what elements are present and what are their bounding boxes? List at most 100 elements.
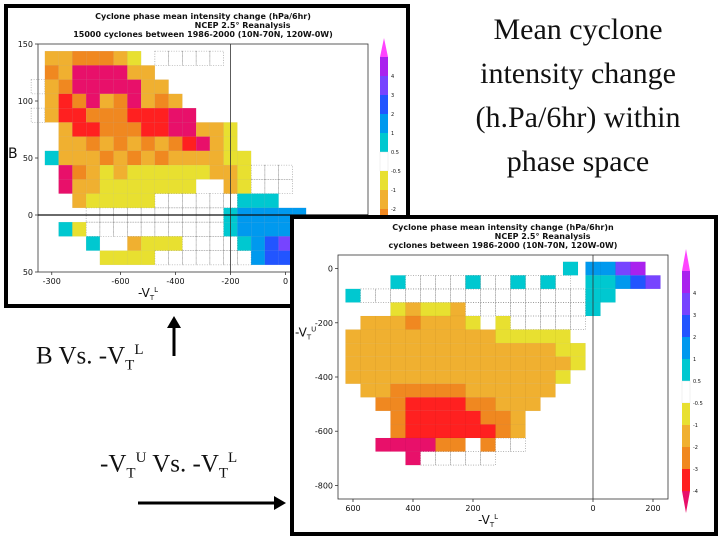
heatmap-cell <box>480 424 496 439</box>
colorbar-label: -4 <box>693 489 698 495</box>
heatmap-cell <box>72 50 87 66</box>
heatmap-cell <box>44 93 59 109</box>
empty-cell <box>435 288 451 303</box>
heatmap-cell <box>44 150 59 166</box>
y-axis-label: B <box>8 146 18 162</box>
heatmap-cell <box>113 65 128 80</box>
chart-panel-b-vs-vtl: Cyclone phase mean intensity change (hPa… <box>4 4 410 308</box>
heatmap-cell <box>113 150 128 166</box>
heatmap-cell <box>390 397 406 412</box>
y-axis-label-sup: U <box>311 325 316 333</box>
heatmap-cell <box>168 150 183 166</box>
heatmap-cell <box>113 50 128 66</box>
heatmap-cell <box>58 65 73 80</box>
empty-cell <box>525 315 541 330</box>
heatmap-cell <box>405 370 421 384</box>
heatmap-cell <box>465 315 481 330</box>
heatmap-cell <box>375 342 391 357</box>
y-axis-label-sub: T <box>306 333 312 341</box>
heatmap-cell <box>435 410 451 425</box>
chart-subtitle-line2: NCEP 2.5° Reanalysis <box>495 232 591 241</box>
heatmap-cell <box>99 122 114 137</box>
y-tick-label: -600 <box>315 427 333 436</box>
heatmap-cell <box>58 164 73 180</box>
heatmap-cell <box>465 410 481 425</box>
heatmap-cell <box>435 370 451 384</box>
x-axis-label-sup: L <box>154 286 158 294</box>
heatmap-cell <box>85 150 101 166</box>
heatmap-cell <box>140 136 156 152</box>
colorbar-label: 0.5 <box>693 379 701 385</box>
heatmap-cell <box>600 261 616 276</box>
heatmap-cell <box>480 356 496 371</box>
empty-cell <box>195 50 211 66</box>
chart-title: Cyclone phase mean intensity change (hPa… <box>95 12 311 21</box>
empty-cell <box>182 221 197 237</box>
heatmap-cell <box>435 315 451 330</box>
heatmap-cell <box>630 275 646 290</box>
heatmap-cell <box>140 107 156 123</box>
x-tick-label: 200 <box>465 504 480 513</box>
heatmap-cell <box>450 342 466 357</box>
colorbar-label: 3 <box>693 313 696 319</box>
heatmap-cell <box>113 250 128 266</box>
colorbar-bin <box>380 190 388 209</box>
colorbar-bin <box>682 337 690 359</box>
heatmap-cell <box>525 342 541 357</box>
heatmap-cell <box>360 342 376 357</box>
empty-cell <box>555 302 571 317</box>
heatmap-cell <box>85 107 101 123</box>
label-vu-sub: T <box>126 465 136 482</box>
slide-title: Mean cyclone intensity change (h.Pa/6hr)… <box>475 13 681 178</box>
colorbar-label: 2 <box>391 112 394 118</box>
heatmap-cell <box>209 164 224 180</box>
heatmap-cell <box>237 164 252 180</box>
heatmap-cell <box>510 342 526 357</box>
heatmap-cell <box>405 329 421 344</box>
empty-cell <box>435 275 451 290</box>
colorbar-bin <box>380 57 388 76</box>
heatmap-cell <box>85 65 101 80</box>
colorbar-bin <box>380 76 388 95</box>
heatmap-cell <box>195 136 211 152</box>
heatmap-cell <box>195 150 211 166</box>
heatmap-b-vs-vtl: Cyclone phase mean intensity change (hPa… <box>8 12 401 302</box>
heatmap-cell <box>420 437 436 452</box>
heatmap-cell <box>113 79 128 95</box>
heatmap-cell <box>99 136 114 152</box>
heatmap-cell <box>615 261 631 276</box>
heatmap-cell <box>209 136 224 152</box>
heatmap-cell <box>237 236 252 251</box>
empty-cell <box>209 236 224 251</box>
x-axis-label-sub: T <box>149 294 155 302</box>
label-b-vs-vtl: B Vs. -VTL <box>36 342 143 374</box>
heatmap-cell <box>345 356 361 371</box>
empty-cell <box>264 179 279 194</box>
empty-cell <box>495 288 511 303</box>
colorbar-label: 4 <box>693 291 696 297</box>
heatmap-cell <box>480 437 496 452</box>
heatmap-cell <box>264 193 279 209</box>
x-tick-label: -300 <box>43 277 61 286</box>
y-tick-label: -200 <box>315 319 333 328</box>
heatmap-cell <box>127 79 142 95</box>
heatmap-cell <box>420 383 436 398</box>
x-tick-label: -400 <box>166 277 184 286</box>
colorbar-bin <box>380 114 388 133</box>
heatmap-cell <box>72 93 87 109</box>
empty-cell <box>555 315 571 330</box>
colorbar-label: -1 <box>693 423 698 429</box>
colorbar-label: -0.5 <box>391 169 401 175</box>
empty-cell <box>223 250 238 266</box>
empty-cell <box>154 50 169 66</box>
y-axis-label: -VTU <box>295 325 316 341</box>
heatmap-cell <box>168 93 183 109</box>
empty-cell <box>209 250 224 266</box>
heatmap-cell <box>555 356 571 371</box>
heatmap-cell <box>182 136 197 152</box>
colorbar-label: -2 <box>693 445 698 451</box>
empty-cell <box>264 164 279 180</box>
heatmap-cell <box>127 136 142 152</box>
empty-cell <box>278 164 293 180</box>
empty-cell <box>375 288 391 303</box>
